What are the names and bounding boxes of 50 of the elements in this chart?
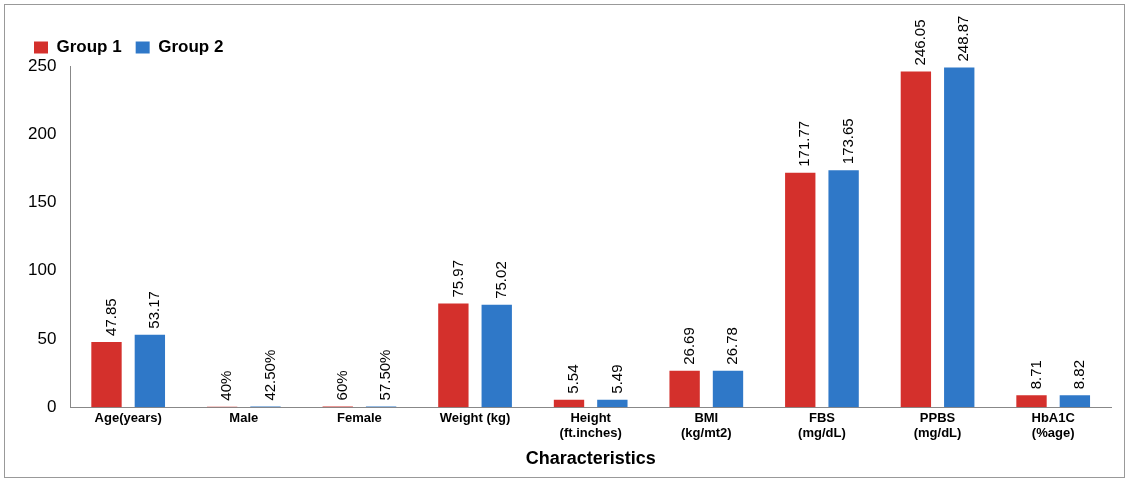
y-tick-label: 250 bbox=[27, 55, 57, 75]
y-tick-label: 100 bbox=[27, 260, 57, 280]
data-label: 248.87 bbox=[954, 15, 972, 62]
bar bbox=[669, 370, 700, 408]
data-label: 26.78 bbox=[723, 327, 741, 365]
bar bbox=[134, 334, 166, 408]
bar bbox=[553, 399, 585, 408]
data-label: 57.50% bbox=[376, 349, 394, 401]
x-tick-label: Weight (kg) bbox=[439, 409, 511, 425]
bar bbox=[438, 303, 469, 408]
data-label: 60% bbox=[332, 370, 350, 401]
x-axis-title: Characteristics bbox=[525, 448, 656, 469]
data-label: 8.82 bbox=[1070, 359, 1088, 390]
data-label: 171.77 bbox=[795, 120, 813, 167]
legend-label: Group 2 bbox=[158, 37, 224, 57]
data-label: 42.50% bbox=[260, 349, 278, 401]
bar bbox=[1059, 395, 1091, 408]
y-tick-label: 50 bbox=[37, 328, 57, 348]
data-label: 5.49 bbox=[607, 364, 625, 394]
legend-label: Group 1 bbox=[56, 37, 122, 57]
x-tick-label: HbA1C (%age) bbox=[1031, 409, 1076, 441]
bar bbox=[900, 71, 932, 408]
bar bbox=[785, 172, 816, 408]
data-label: 47.85 bbox=[101, 298, 119, 336]
bar bbox=[828, 170, 859, 408]
data-label: 8.71 bbox=[1026, 360, 1044, 390]
x-tick-label: Male bbox=[229, 409, 259, 425]
data-label: 53.17 bbox=[145, 291, 162, 329]
data-label: 173.65 bbox=[838, 118, 856, 165]
x-tick-label: Female bbox=[337, 409, 382, 425]
y-tick-label: 200 bbox=[27, 123, 57, 143]
data-label: 26.69 bbox=[679, 327, 697, 365]
data-label: 75.97 bbox=[448, 259, 466, 298]
data-label: 40% bbox=[217, 370, 235, 401]
data-label: 5.54 bbox=[564, 364, 582, 394]
data-label: 246.05 bbox=[911, 19, 929, 66]
bar bbox=[597, 399, 628, 408]
data-label: 75.02 bbox=[491, 261, 509, 299]
x-tick-label: Age(years) bbox=[94, 409, 162, 425]
y-tick-label: 0 bbox=[46, 396, 57, 416]
x-tick-label: BMI (kg/mt2) bbox=[681, 409, 732, 441]
x-tick-label: FBS (mg/dL) bbox=[798, 409, 846, 441]
y-tick-label: 150 bbox=[27, 192, 57, 212]
x-tick-label: PPBS (mg/dL) bbox=[913, 409, 962, 441]
bar bbox=[481, 304, 512, 408]
bar bbox=[91, 341, 122, 408]
bar bbox=[944, 67, 975, 408]
bar bbox=[1016, 395, 1047, 408]
bar bbox=[712, 370, 744, 408]
x-tick-label: Height (ft.inches) bbox=[559, 409, 622, 441]
